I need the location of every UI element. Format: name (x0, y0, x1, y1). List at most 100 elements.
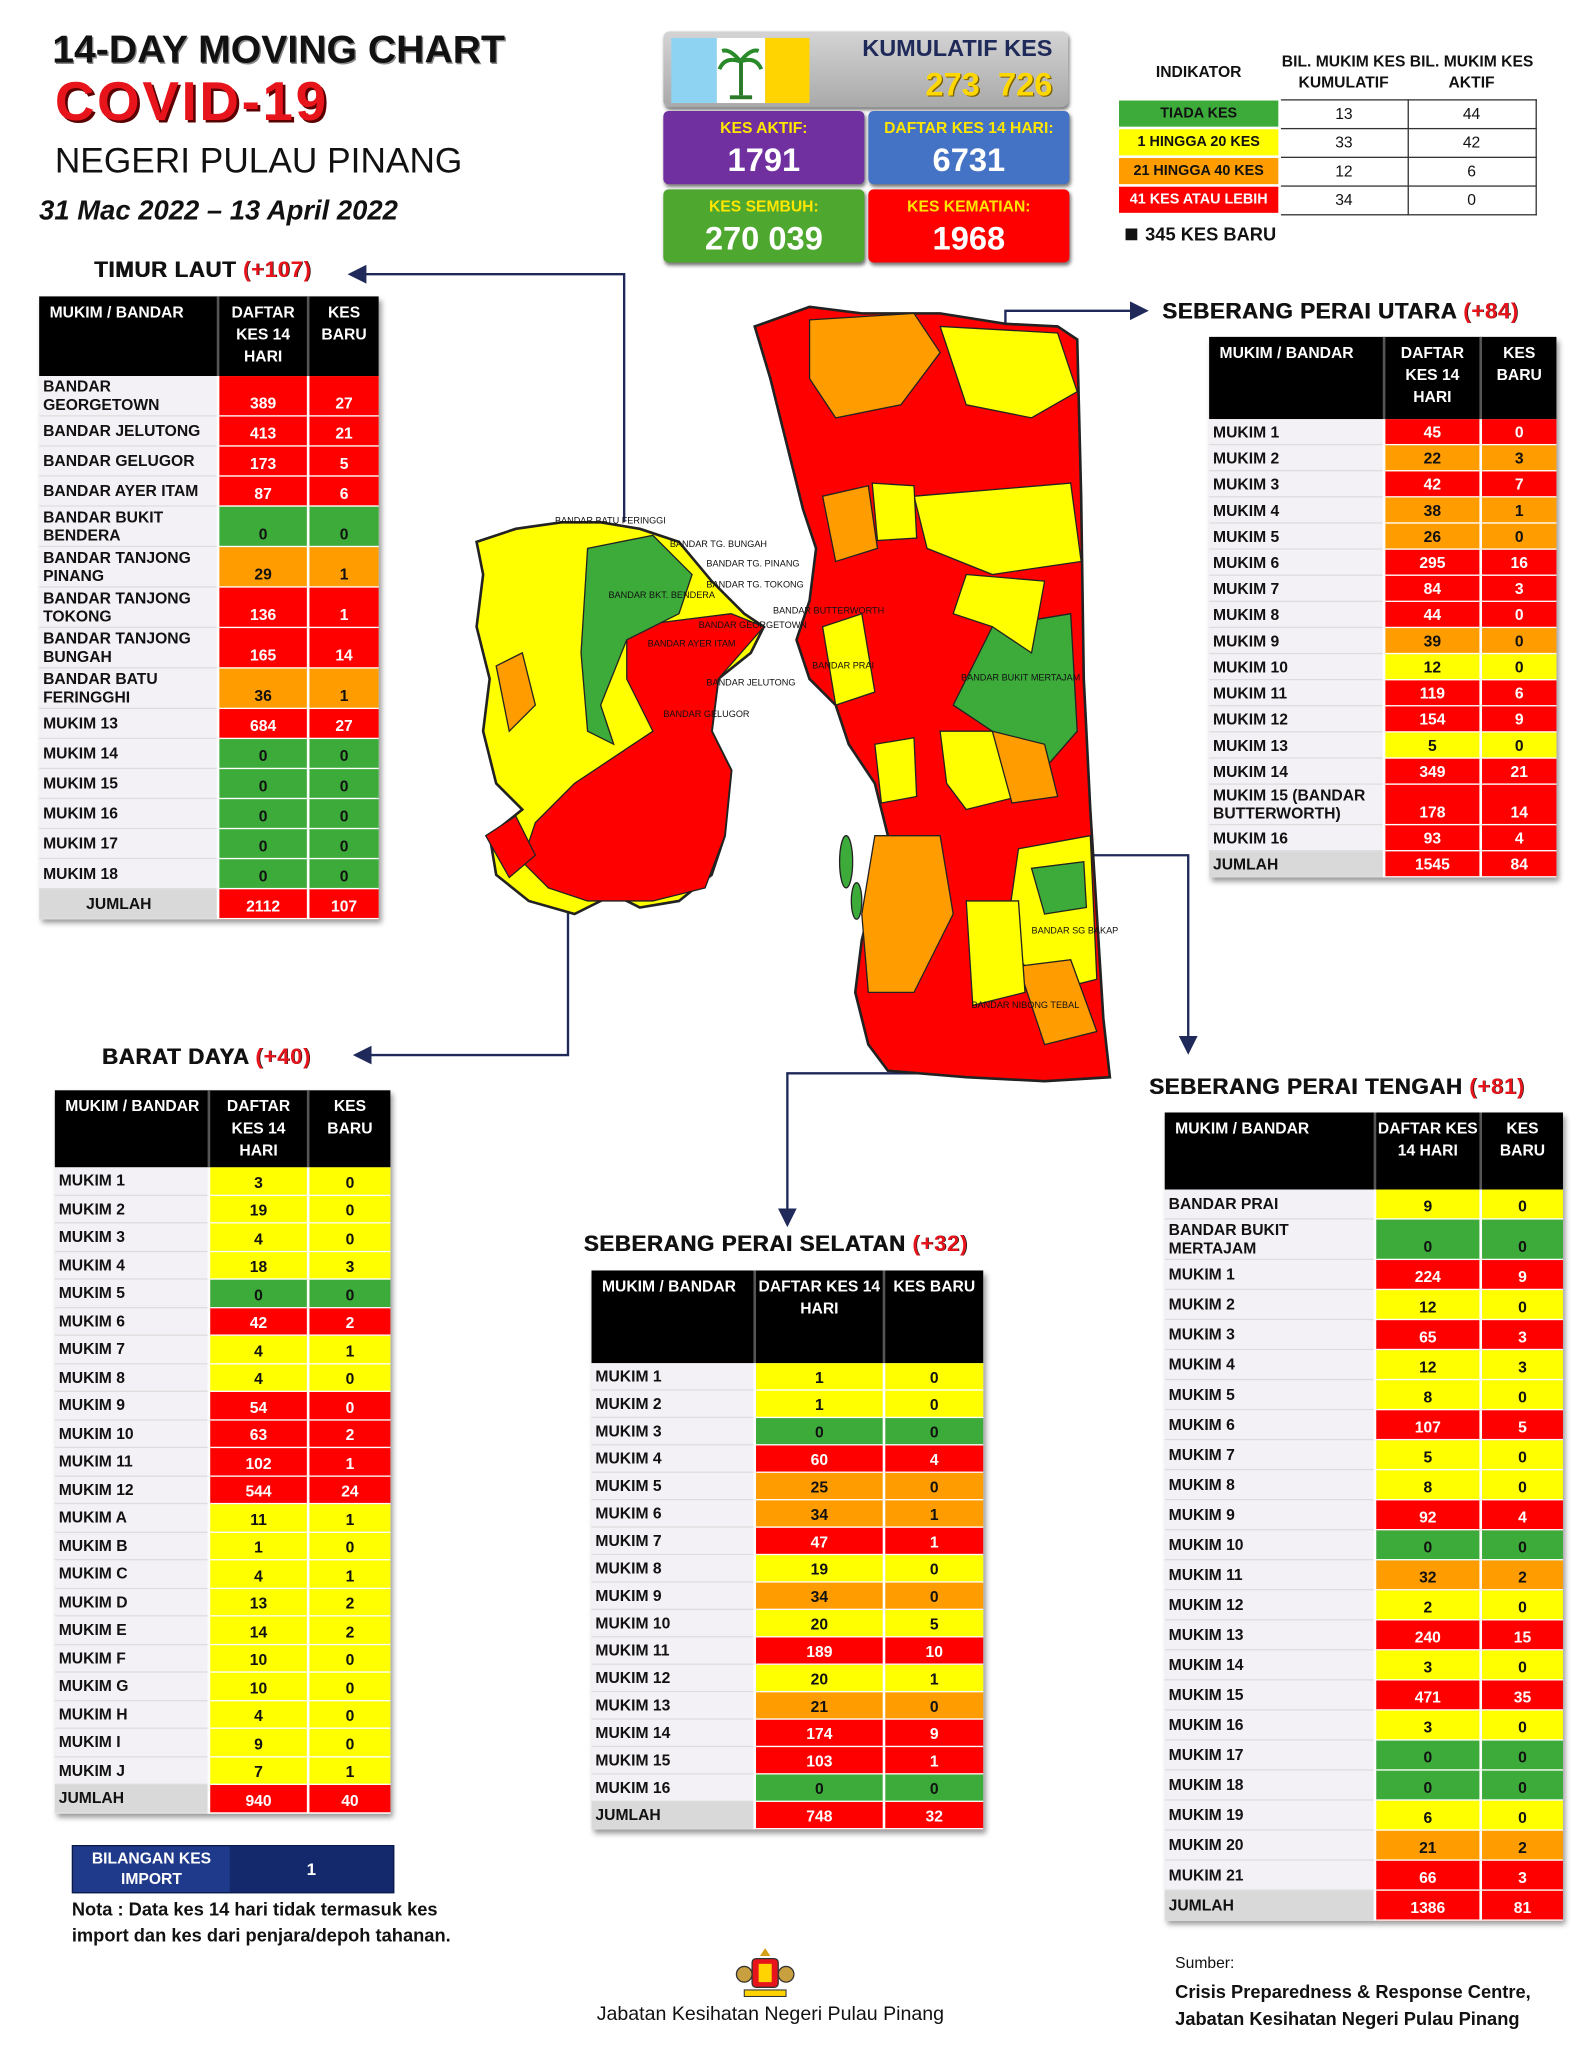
value-cell: 0 (306, 1167, 391, 1196)
row-name: MUKIM J (54, 1756, 209, 1785)
row-name: MUKIM 1 (1209, 419, 1385, 446)
value-cell: 5 (882, 1609, 984, 1638)
row-name: MUKIM 18 (39, 858, 219, 890)
value-cell: 4 (1479, 824, 1557, 852)
value-cell: 174 (753, 1719, 884, 1748)
value-cell: 1545 (1382, 850, 1481, 878)
value-cell: 35 (1479, 1679, 1563, 1711)
row-name: BANDAR BATU FERINGGHI (39, 667, 219, 710)
header-cell: DAFTAR KES 14 HARI (753, 1270, 884, 1364)
value-cell: 45 (1382, 419, 1481, 446)
value-cell: 42 (207, 1307, 309, 1336)
value-cell: 32 (1373, 1559, 1481, 1591)
district-title: BARAT DAYA (+40) (102, 1045, 311, 1071)
value-cell: 63 (207, 1419, 309, 1449)
value-cell: 21 (1373, 1829, 1481, 1861)
data-row: MUKIM 14 3 0 (1164, 1649, 1563, 1681)
value-cell: 3 (1373, 1709, 1481, 1741)
value-cell: 0 (1479, 522, 1557, 550)
data-row: BANDAR TANJONG BUNGAH 165 14 (39, 627, 379, 669)
table: MUKIM / BANDAR DAFTAR KES 14 HARI KES BARU… (39, 296, 379, 920)
value-cell: 13 (207, 1587, 309, 1617)
value-cell: 0 (216, 798, 309, 830)
island (475, 520, 766, 916)
value-cell: 4 (207, 1335, 309, 1364)
row-name: MUKIM F (54, 1643, 209, 1673)
data-row: MUKIM 9 92 4 (1164, 1499, 1563, 1531)
total-row: JUMLAH 940 40 (54, 1784, 391, 1814)
value-cell: 20 (753, 1664, 884, 1693)
value-cell: 36 (216, 667, 309, 710)
data-row: MUKIM 18 0 0 (1164, 1769, 1563, 1801)
value-cell: 0 (1479, 1218, 1563, 1261)
tile-label: KES SEMBUH: (708, 197, 819, 216)
row-name: MUKIM 10 (54, 1419, 209, 1449)
row-name: MUKIM 17 (1164, 1739, 1375, 1771)
value-cell: 107 (1373, 1409, 1481, 1441)
total-row: JUMLAH 748 32 (591, 1801, 984, 1830)
value-cell: 4 (882, 1444, 984, 1473)
header-cell: KES BARU (882, 1270, 984, 1364)
header-row: MUKIM / BANDAR DAFTAR KES 14 HARI KES BARU (1209, 336, 1557, 420)
value-cell: 25 (753, 1472, 884, 1501)
value-cell: 11 (207, 1503, 309, 1533)
data-row: BANDAR GELUGOR 173 5 (39, 445, 379, 477)
header-cell: DAFTAR KES 14 HARI (207, 1090, 309, 1168)
value-cell: 2 (1479, 1559, 1563, 1591)
row-name: MUKIM 11 (591, 1636, 755, 1665)
value-cell: 2 (306, 1307, 391, 1336)
value-cell: 0 (306, 858, 379, 890)
value-cell: 7 (207, 1756, 309, 1785)
value-cell: 1 (306, 667, 379, 710)
header-cell: DAFTAR KES 14 HARI (216, 296, 309, 377)
data-row: MUKIM 13 21 0 (591, 1691, 984, 1720)
row-name: MUKIM 17 (39, 828, 219, 860)
import-box: BILANGAN KES IMPORT 1 (71, 1845, 395, 1894)
row-name: MUKIM 7 (591, 1527, 755, 1556)
data-row: MUKIM 13 240 15 (1164, 1619, 1563, 1651)
value-cell: 0 (1479, 1649, 1563, 1681)
map-label: BANDAR AYER ITAM (648, 638, 736, 648)
row-name: MUKIM 9 (1164, 1499, 1375, 1531)
value-cell: 0 (306, 1363, 391, 1392)
row-name: MUKIM A (54, 1503, 209, 1533)
data-row: MUKIM F 10 0 (54, 1643, 391, 1673)
map-label: BANDAR BKT. BENDERA (608, 590, 715, 600)
title: 14-DAY MOVING CHART (52, 28, 505, 72)
value-cell: 0 (1479, 731, 1557, 759)
data-row: MUKIM 11 102 1 (54, 1447, 391, 1477)
summary-tile: KES SEMBUH: 270 039 (663, 189, 865, 263)
header-row: MUKIM / BANDAR DAFTAR KES 14 HARI KES BARU (39, 296, 379, 377)
value-cell: 21 (753, 1691, 884, 1720)
row-name: MUKIM 16 (591, 1773, 755, 1802)
row-name: MUKIM I (54, 1728, 209, 1757)
value-cell: 19 (207, 1194, 309, 1224)
data-row: MUKIM 10 12 0 (1209, 653, 1557, 681)
value-cell: 3 (1479, 1349, 1563, 1381)
value-cell: 0 (882, 1417, 984, 1446)
data-row: MUKIM 16 93 4 (1209, 824, 1557, 852)
header-cell: MUKIM / BANDAR (1164, 1112, 1375, 1190)
value-cell: 0 (306, 768, 379, 800)
value-cell: 66 (1373, 1860, 1481, 1891)
district-table: MUKIM / BANDAR DAFTAR KES 14 HARI KES BARU… (1164, 1112, 1563, 1921)
value-cell: 0 (216, 828, 309, 860)
district-change: (+81) (1469, 1074, 1526, 1100)
subtitle: COVID-19 (54, 70, 329, 132)
data-row: MUKIM 14 349 21 (1209, 757, 1557, 785)
value-cell: 21 (306, 415, 379, 447)
value-cell: 27 (306, 376, 379, 417)
district-name: TIMUR LAUT (94, 257, 237, 283)
value-cell: 1 (207, 1531, 309, 1561)
value-cell: 1 (753, 1389, 884, 1419)
value-cell: 165 (216, 627, 309, 669)
value-cell: 2112 (216, 888, 309, 920)
summary-tile: DAFTAR KES 14 HARI: 6731 (868, 110, 1070, 185)
header-cell: MUKIM / BANDAR (591, 1270, 755, 1364)
data-row: MUKIM 3 42 7 (1209, 470, 1557, 498)
value-cell: 0 (882, 1363, 984, 1391)
value-cell: 0 (1479, 601, 1557, 629)
import-label: BILANGAN KES IMPORT (91, 1848, 212, 1889)
header-row: MUKIM / BANDAR DAFTAR KES 14 HARI KES BARU (54, 1090, 391, 1168)
